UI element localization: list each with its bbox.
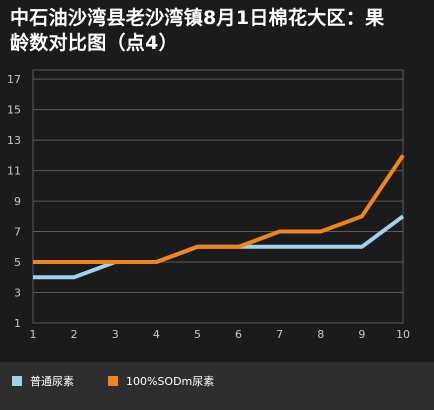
- plot-frame: [32, 69, 404, 324]
- series-line-2: [33, 154, 405, 265]
- x-tick-label: 3: [112, 328, 119, 341]
- y-tick-label: 9: [14, 195, 21, 208]
- y-tick-label: 13: [7, 134, 21, 147]
- legend-swatch-sodm-urea: [108, 376, 118, 386]
- y-tick-label: 15: [7, 104, 21, 117]
- legend-swatch-normal-urea: [12, 376, 22, 386]
- y-tick-label: 1: [14, 317, 21, 330]
- x-tick-label: 1: [30, 328, 37, 341]
- x-tick-label: 4: [153, 328, 160, 341]
- legend-item-sodm-urea: 100%SODm尿素: [108, 374, 214, 388]
- legend-label-normal-urea: 普通尿素: [30, 375, 74, 388]
- x-tick-label: 9: [358, 328, 365, 341]
- y-tick-label: 17: [7, 73, 21, 86]
- legend: 普通尿素 100%SODm尿素: [0, 362, 434, 410]
- legend-item-normal-urea: 普通尿素: [12, 374, 74, 388]
- title-line-2: 龄数对比图（点4）: [10, 32, 178, 54]
- x-tick-label: 2: [71, 328, 78, 341]
- x-tick-label: 6: [235, 328, 242, 341]
- x-tick-label: 8: [317, 328, 324, 341]
- x-tick-label: 10: [396, 328, 410, 341]
- y-tick-label: 5: [14, 256, 21, 269]
- y-tick-label: 7: [14, 226, 21, 239]
- x-tick-label: 5: [194, 328, 201, 341]
- title-line-1: 中石油沙湾县老沙湾镇8月1日棉花大区：果: [10, 7, 385, 29]
- y-tick-label: 3: [14, 287, 21, 300]
- y-tick-label: 11: [7, 165, 21, 178]
- legend-label-sodm-urea: 100%SODm尿素: [126, 375, 215, 388]
- chart-title: 中石油沙湾县老沙湾镇8月1日棉花大区：果 龄数对比图（点4）: [10, 6, 430, 56]
- x-tick-label: 7: [276, 328, 283, 341]
